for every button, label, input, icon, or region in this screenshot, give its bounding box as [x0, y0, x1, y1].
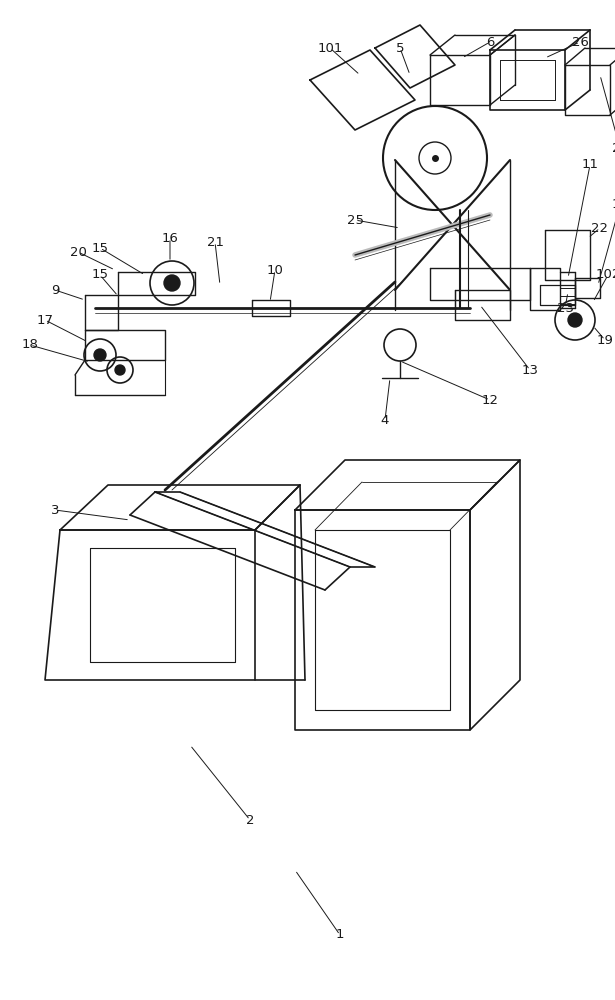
- Text: 3: 3: [51, 504, 59, 516]
- Text: 101: 101: [317, 41, 343, 54]
- Text: 21: 21: [207, 235, 223, 248]
- Text: 2: 2: [246, 814, 254, 826]
- Circle shape: [164, 275, 180, 291]
- Text: 1: 1: [336, 928, 344, 942]
- Text: 6: 6: [486, 35, 494, 48]
- Text: 20: 20: [69, 245, 87, 258]
- Text: 17: 17: [36, 314, 54, 326]
- Text: 10: 10: [266, 263, 284, 276]
- Text: 23: 23: [557, 302, 574, 314]
- Text: 13: 13: [522, 363, 539, 376]
- Text: 15: 15: [92, 268, 108, 282]
- Text: 5: 5: [395, 41, 404, 54]
- Text: 25: 25: [346, 214, 363, 227]
- Text: 24: 24: [611, 141, 615, 154]
- Text: 26: 26: [571, 35, 589, 48]
- Circle shape: [94, 349, 106, 361]
- Text: 16: 16: [162, 232, 178, 244]
- Text: 22: 22: [592, 222, 608, 234]
- Text: 15: 15: [92, 241, 108, 254]
- Text: 9: 9: [51, 284, 59, 296]
- Text: 12: 12: [482, 393, 499, 406]
- Text: 11: 11: [582, 158, 598, 172]
- Text: 14: 14: [611, 198, 615, 212]
- Circle shape: [568, 313, 582, 327]
- Text: 19: 19: [597, 334, 613, 347]
- Text: 4: 4: [381, 414, 389, 426]
- Circle shape: [115, 365, 125, 375]
- Text: 18: 18: [22, 338, 38, 352]
- Text: 102: 102: [595, 268, 615, 282]
